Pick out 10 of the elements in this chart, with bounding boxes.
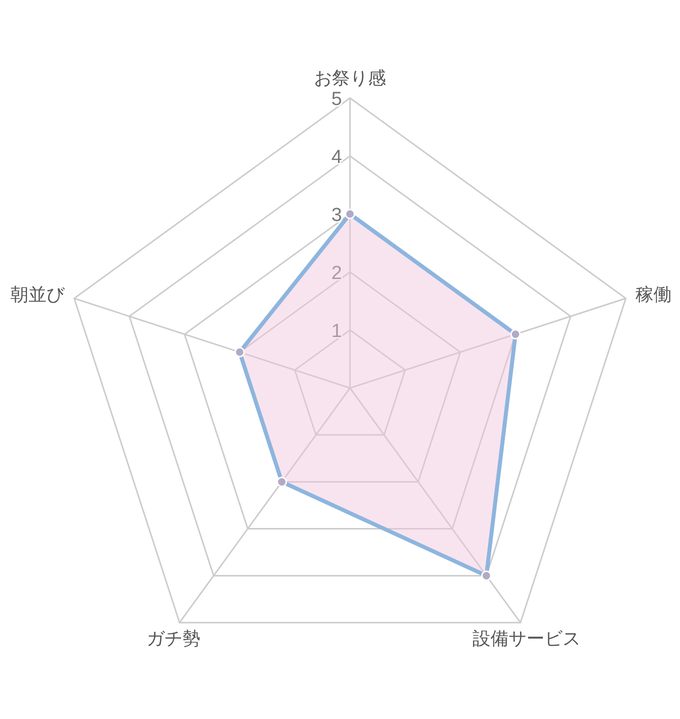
y-tick-label: 1 xyxy=(331,321,342,342)
y-tick-label: 4 xyxy=(331,147,342,168)
spoke-label: 設備サービス xyxy=(472,628,580,649)
spoke-label: 朝並び xyxy=(10,284,66,305)
y-tick-label: 5 xyxy=(331,89,342,110)
spoke-label: お祭り感 xyxy=(314,68,386,88)
spoke-label: 稼働 xyxy=(635,284,672,305)
y-tick-label: 3 xyxy=(331,205,342,226)
y-tick-label: 2 xyxy=(331,263,342,284)
spoke-label: ガチ勢 xyxy=(146,628,201,649)
